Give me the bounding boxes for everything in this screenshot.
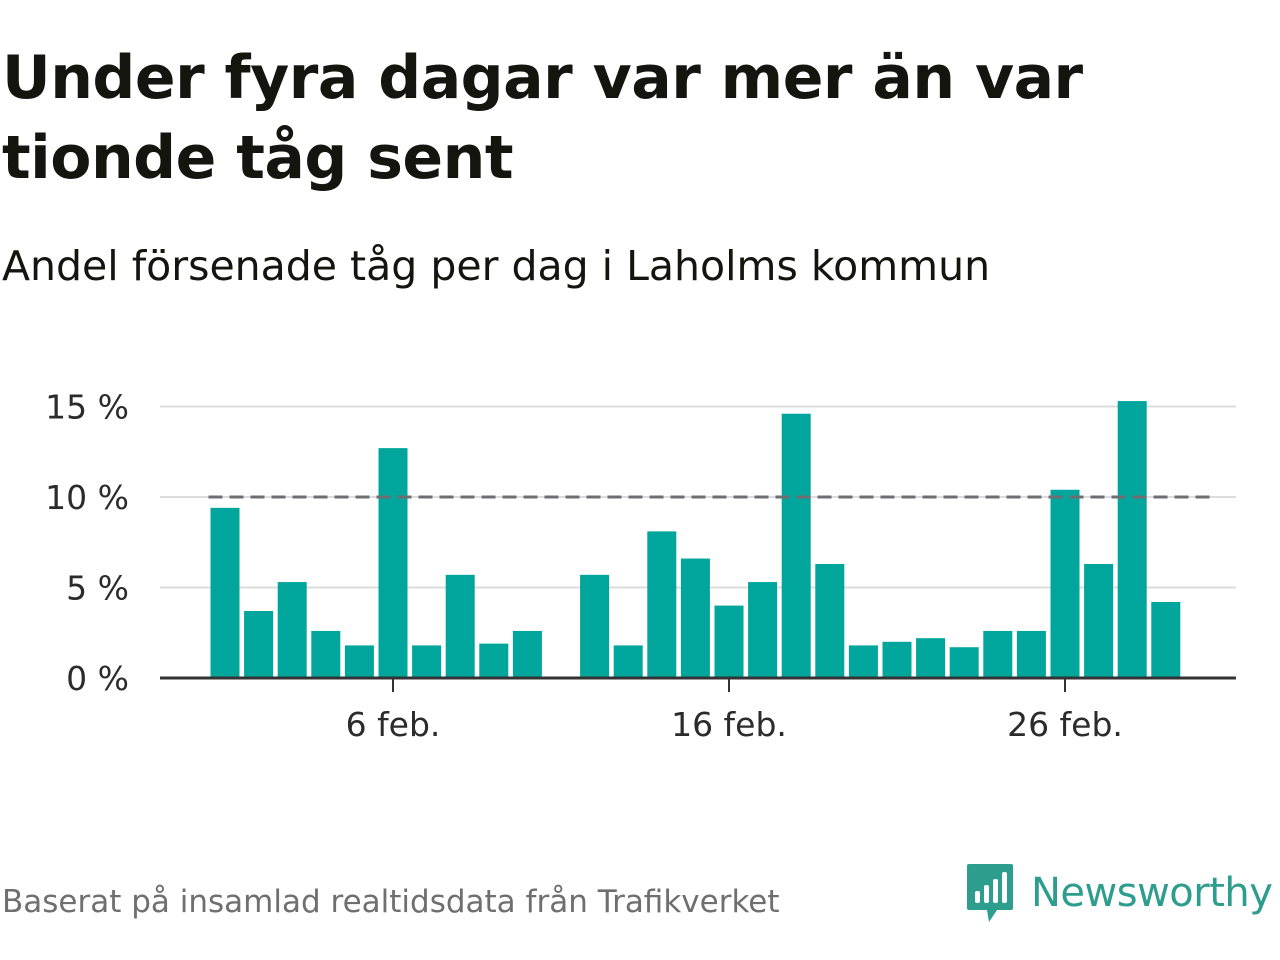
y-tick-label: 15 % bbox=[45, 388, 129, 427]
bar bbox=[210, 507, 240, 678]
bar bbox=[714, 605, 744, 678]
bar bbox=[815, 563, 845, 678]
y-axis-labels: 0 % 5 % 10 % 15 % bbox=[45, 388, 129, 699]
bar bbox=[949, 647, 979, 678]
bar bbox=[882, 641, 912, 678]
brand-name: Newsworthy bbox=[1031, 870, 1273, 916]
y-tick-label: 5 % bbox=[66, 569, 129, 608]
y-tick-label: 0 % bbox=[66, 659, 129, 698]
bar bbox=[647, 531, 677, 678]
bar bbox=[1084, 563, 1114, 678]
bar bbox=[412, 645, 442, 678]
x-tick-label: 6 feb. bbox=[346, 705, 441, 744]
x-tick-label: 16 feb. bbox=[671, 705, 787, 744]
chart-title: Under fyra dagar var mer än var tionde t… bbox=[2, 43, 1083, 193]
bar bbox=[1117, 401, 1147, 678]
chart-subtitle: Andel försenade tåg per dag i Laholms ko… bbox=[2, 242, 991, 290]
bar bbox=[1016, 630, 1046, 678]
y-tick-label: 10 % bbox=[45, 478, 129, 517]
newsworthy-logo-icon bbox=[967, 864, 1013, 922]
bar-chart: 0 % 5 % 10 % 15 % 6 feb. 16 feb. 26 feb. bbox=[45, 388, 1236, 744]
bars bbox=[210, 401, 1181, 678]
source-note: Baserat på insamlad realtidsdata från Tr… bbox=[2, 884, 780, 920]
x-axis: 6 feb. 16 feb. 26 feb. bbox=[160, 676, 1236, 744]
bar bbox=[1050, 489, 1080, 678]
bar bbox=[680, 558, 710, 678]
bar bbox=[445, 574, 475, 678]
bar bbox=[1151, 601, 1181, 678]
bar bbox=[277, 582, 307, 678]
bar bbox=[613, 645, 643, 678]
bar bbox=[512, 630, 542, 678]
newsworthy-logo: Newsworthy bbox=[965, 862, 1273, 924]
bar bbox=[344, 645, 374, 678]
bar bbox=[244, 611, 274, 678]
bar bbox=[378, 448, 408, 678]
bar bbox=[311, 630, 341, 678]
bar bbox=[748, 582, 778, 678]
bar bbox=[983, 630, 1013, 678]
bar bbox=[580, 574, 610, 678]
bar bbox=[848, 645, 878, 678]
bar bbox=[479, 643, 509, 678]
bar bbox=[781, 413, 811, 678]
bar bbox=[916, 638, 946, 678]
x-tick-label: 26 feb. bbox=[1007, 705, 1123, 744]
